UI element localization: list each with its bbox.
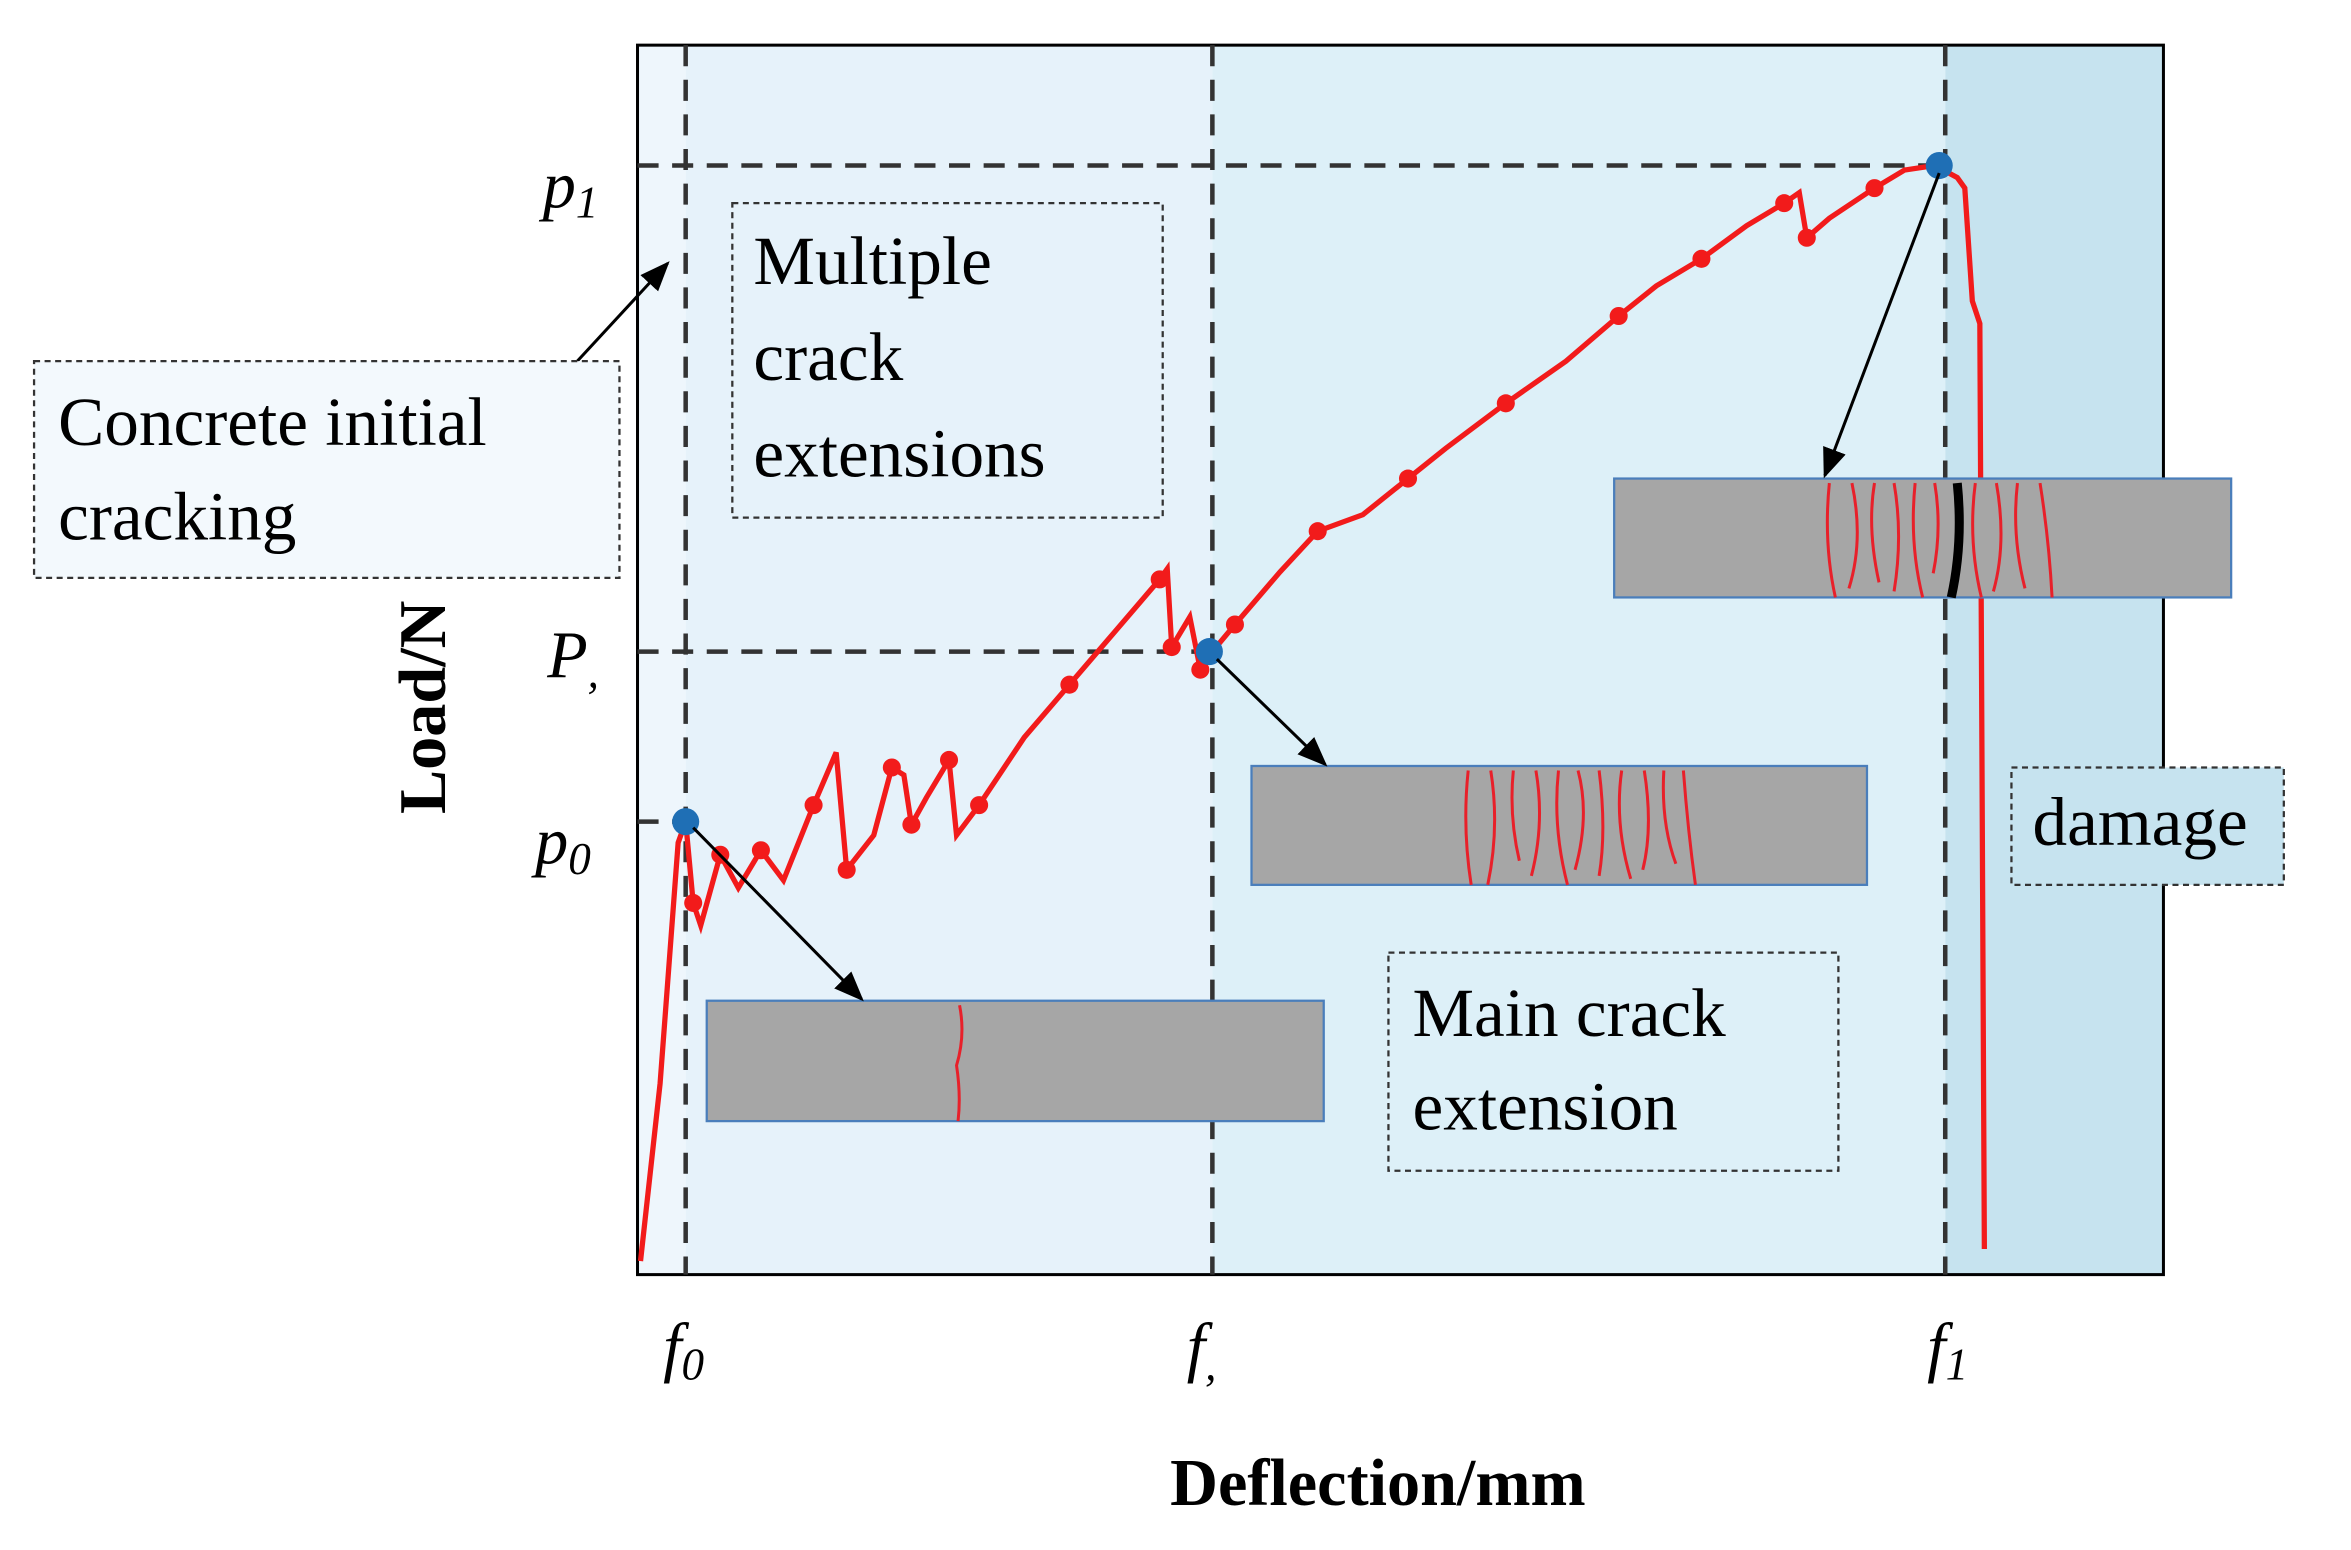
annotation-text: Concrete initial — [58, 383, 487, 460]
curve-dot — [1162, 638, 1181, 657]
annotation-text: extensions — [753, 414, 1045, 491]
annotation-text: Multiple — [753, 222, 991, 299]
curve-dot — [1609, 306, 1628, 326]
curve-dot — [970, 796, 989, 815]
x-tick-label: f1 — [1927, 1312, 1968, 1390]
y-tick-label: P, — [546, 619, 599, 697]
beams — [705, 477, 2233, 1123]
annotation-text: Main crack — [1413, 974, 1727, 1051]
curve-dot — [1496, 394, 1515, 413]
annotation-text: damage — [2033, 783, 2248, 860]
x-tick-label: f0 — [663, 1312, 704, 1390]
annotation-boxes — [32, 202, 2285, 1172]
curve-dot — [1060, 675, 1079, 694]
curve-dot — [804, 796, 823, 815]
y-axis-label: Load/N — [387, 601, 460, 814]
tick-subscript: , — [588, 648, 599, 698]
tick-letter: P — [546, 619, 587, 692]
tick-letter: p — [539, 150, 576, 223]
curve-dot — [1308, 522, 1327, 541]
y-tick-label: p0 — [531, 806, 591, 884]
curve-dot — [1775, 194, 1794, 213]
annotation-text: extension — [1413, 1067, 1678, 1144]
curve-dot — [751, 841, 770, 860]
curve-dot — [837, 860, 856, 879]
curve-dot — [1865, 179, 1884, 198]
curve-dot — [902, 815, 921, 834]
tick-subscript: 0 — [568, 834, 591, 884]
curve-dot — [1692, 249, 1711, 268]
x-axis-label: Deflection/mm — [1170, 1447, 1585, 1520]
plot-background — [636, 43, 2165, 1277]
annotation-text: cracking — [58, 478, 296, 555]
curve-dots — [684, 156, 1944, 912]
x-tick-label: f, — [1187, 1312, 1217, 1390]
tick-letter: p — [531, 806, 568, 879]
curve-dot — [1398, 469, 1418, 488]
key-points — [672, 151, 1953, 836]
tick-subscript: 1 — [576, 178, 599, 228]
curve-dot — [1191, 660, 1210, 679]
curve-dot — [939, 750, 959, 769]
tick-subscript: 1 — [1946, 1340, 1969, 1390]
curve-dot — [684, 893, 703, 912]
curve-dot — [1797, 228, 1816, 247]
curve-dot — [1150, 570, 1169, 589]
tick-subscript: , — [1205, 1340, 1216, 1390]
arrows — [576, 172, 1941, 1002]
tick-subscript: 0 — [682, 1340, 705, 1390]
annotation-text: crack — [753, 318, 903, 395]
curve-dot — [882, 758, 901, 777]
y-tick-label: p1 — [539, 150, 599, 228]
curve-dot — [1225, 615, 1244, 634]
